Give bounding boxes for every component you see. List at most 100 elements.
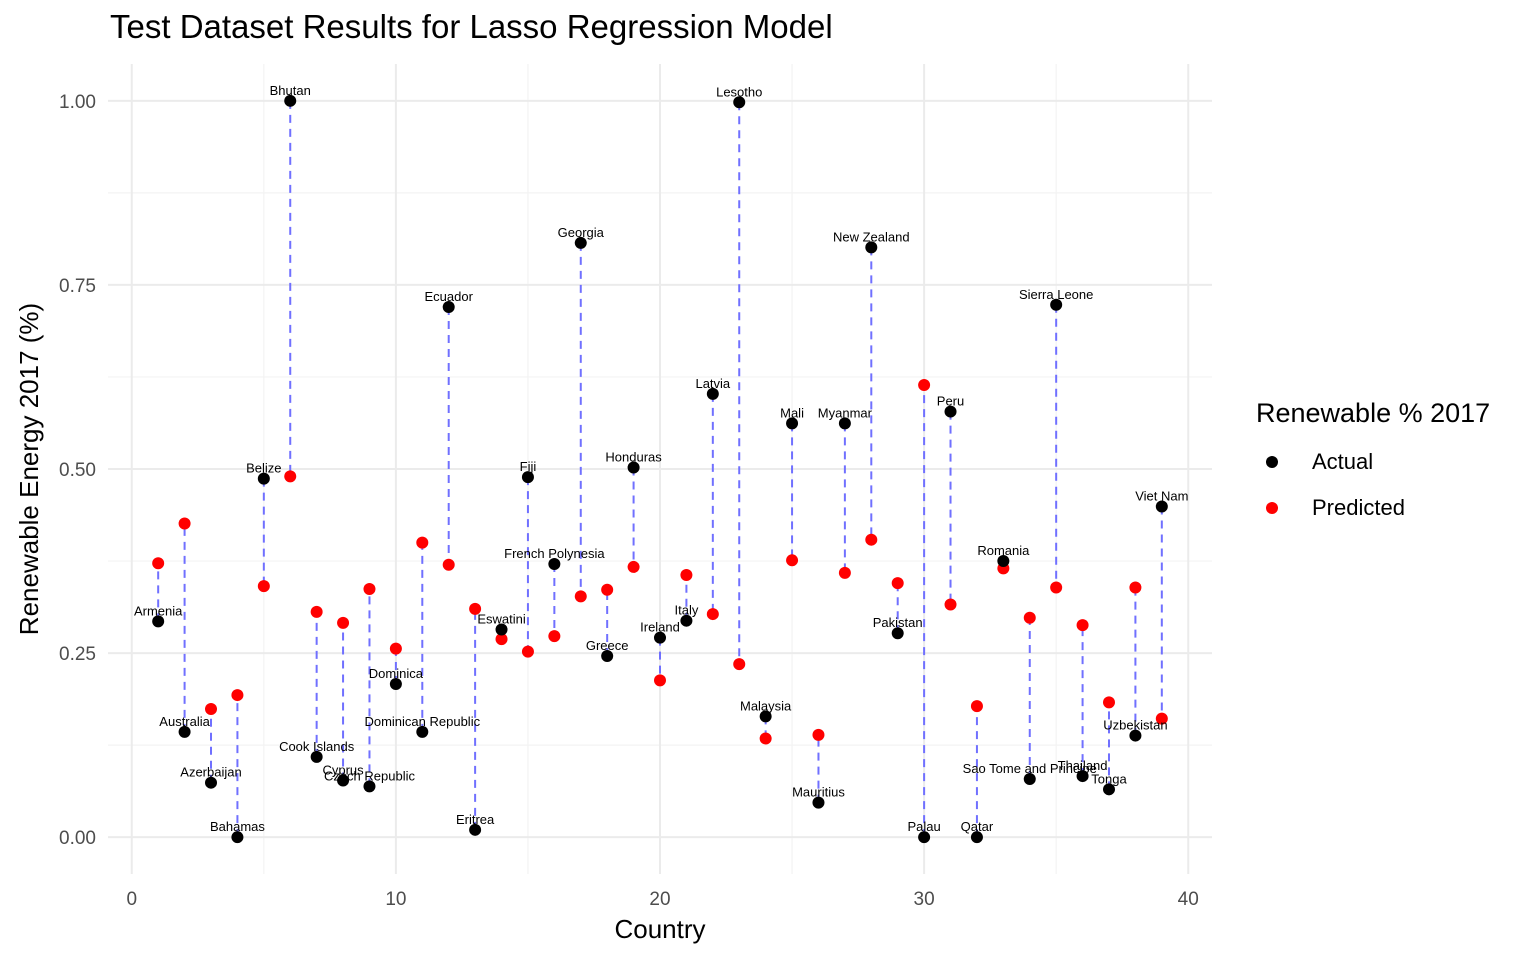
country-label: Ireland <box>640 620 680 635</box>
actual-point <box>891 627 904 640</box>
residual-connectors <box>157 100 1163 838</box>
actual-point <box>812 796 825 809</box>
country-label: Azerbaijan <box>180 765 241 780</box>
actual-point <box>654 631 666 644</box>
actual-point <box>1050 298 1063 311</box>
actual-point <box>1076 770 1089 783</box>
x-tick-label: 10 <box>385 889 406 910</box>
country-label: Dominican Republic <box>364 714 480 729</box>
predicted-point <box>1023 611 1036 624</box>
actual-point <box>706 387 719 400</box>
actual-point <box>970 831 983 844</box>
predicted-point <box>574 590 587 603</box>
predicted-point <box>257 580 270 593</box>
predicted-point <box>310 605 323 618</box>
country-label: Qatar <box>961 819 994 834</box>
legend-label-predicted: Predicted <box>1312 495 1405 520</box>
actual-point <box>601 650 614 663</box>
country-label: Bahamas <box>210 819 265 834</box>
country-label: Malaysia <box>740 698 792 713</box>
country-label: Romania <box>977 543 1030 558</box>
actual-point <box>389 678 402 691</box>
country-label: Pakistan <box>873 615 923 630</box>
predicted-point <box>838 566 851 579</box>
country-label: Sao Tome and Principe <box>963 761 1097 776</box>
predicted-point <box>944 598 957 611</box>
x-tick-label: 30 <box>914 889 935 910</box>
predicted-point <box>178 517 191 530</box>
predicted-point <box>680 569 693 582</box>
x-tick-label: 40 <box>1178 889 1199 910</box>
predicted-point <box>389 642 402 655</box>
country-label: Honduras <box>605 450 662 465</box>
actual-point <box>1023 773 1036 786</box>
predicted-point <box>495 633 508 646</box>
actual-points <box>152 94 1168 844</box>
actual-point <box>337 774 350 787</box>
country-label: Armenia <box>134 603 183 618</box>
predicted-point <box>786 554 799 567</box>
actual-point <box>416 725 429 738</box>
actual-point <box>363 780 376 793</box>
legend: Renewable % 2017 Actual Predicted <box>1256 398 1490 531</box>
country-label: Cyprus <box>322 762 364 777</box>
x-axis-ticks: 0 10 20 30 40 <box>126 889 1198 910</box>
actual-point <box>442 301 455 313</box>
predicted-point <box>152 557 165 570</box>
predicted-point <box>284 470 297 483</box>
legend-dot-actual <box>1266 456 1278 468</box>
predicted-points <box>152 379 1168 745</box>
predicted-point <box>205 703 218 716</box>
predicted-point <box>442 558 455 571</box>
legend-title: Renewable % 2017 <box>1256 398 1491 428</box>
country-label: Australia <box>159 714 210 729</box>
actual-point <box>231 831 244 844</box>
country-label: Dominica <box>369 666 424 681</box>
country-label: Tonga <box>1091 771 1127 786</box>
predicted-point <box>363 583 376 596</box>
country-label: Georgia <box>558 225 605 240</box>
predicted-point <box>601 583 614 596</box>
country-label: Bhutan <box>270 83 311 98</box>
actual-point <box>548 557 561 570</box>
predicted-point <box>1076 619 1089 632</box>
predicted-point <box>812 728 825 741</box>
y-tick-label: 1.00 <box>59 92 96 113</box>
country-label: Eswatini <box>477 612 526 627</box>
predicted-point <box>627 560 640 573</box>
y-tick-label: 0.00 <box>59 828 96 849</box>
actual-point <box>495 623 508 636</box>
actual-point <box>918 831 931 844</box>
predicted-point <box>891 577 904 590</box>
actual-point <box>944 405 957 418</box>
actual-point <box>865 241 878 254</box>
country-label: Czech Republic <box>324 768 416 783</box>
country-label: Peru <box>937 394 964 409</box>
actual-point <box>627 461 640 474</box>
actual-point <box>574 236 587 249</box>
actual-point <box>733 96 746 109</box>
actual-point <box>152 615 165 628</box>
country-label: Mali <box>780 405 804 420</box>
actual-point <box>1155 500 1168 513</box>
country-label: New Zealand <box>833 229 910 244</box>
predicted-point <box>865 533 878 546</box>
predicted-point <box>918 379 931 392</box>
chart-title: Test Dataset Results for Lasso Regressio… <box>110 8 833 45</box>
country-label: Greece <box>586 638 629 653</box>
predicted-point <box>1050 581 1063 594</box>
country-labels: Armenia Australia Azerbaijan Bahamas Belize B… <box>134 83 1188 834</box>
actual-point <box>178 725 191 738</box>
predicted-point <box>733 658 746 671</box>
legend-dot-predicted <box>1266 502 1278 514</box>
country-label: Italy <box>674 603 698 618</box>
country-label: Ecuador <box>424 289 473 304</box>
country-label: French Polynesia <box>504 546 605 561</box>
actual-point <box>759 710 772 723</box>
country-label: Myanmar <box>818 405 873 420</box>
country-label: Latvia <box>695 376 730 391</box>
actual-point <box>521 471 534 484</box>
predicted-point <box>1102 696 1115 709</box>
actual-point <box>680 614 693 627</box>
